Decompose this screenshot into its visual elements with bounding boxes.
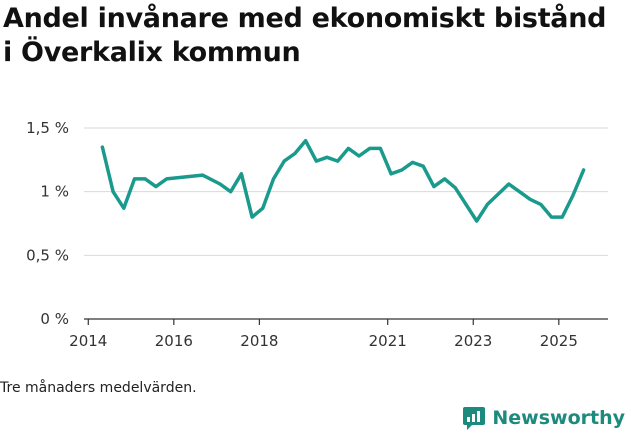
data-point bbox=[250, 215, 254, 219]
data-point bbox=[122, 206, 126, 210]
chart-title: Andel invånare med ekonomiskt bistånd i … bbox=[3, 3, 607, 68]
x-tick-label: 2023 bbox=[454, 332, 492, 350]
data-point bbox=[261, 206, 265, 210]
data-point bbox=[346, 146, 350, 150]
data-point bbox=[518, 190, 521, 194]
data-point bbox=[560, 215, 564, 219]
data-point bbox=[111, 190, 115, 194]
grid-lines bbox=[84, 127, 608, 256]
brand-logo[interactable]: Newsworthy bbox=[462, 403, 625, 433]
data-point bbox=[475, 219, 479, 223]
data-point bbox=[432, 185, 436, 189]
data-point bbox=[550, 215, 553, 219]
data-point bbox=[100, 145, 104, 149]
data-point bbox=[133, 177, 136, 181]
data-point bbox=[389, 172, 393, 176]
data-point bbox=[582, 168, 586, 172]
series-line bbox=[100, 138, 586, 223]
data-point bbox=[175, 176, 179, 180]
data-point bbox=[368, 146, 372, 150]
data-point bbox=[304, 139, 308, 143]
data-point bbox=[400, 168, 404, 172]
data-point bbox=[165, 177, 169, 181]
footnote: Tre månaders medelvärden. bbox=[0, 380, 197, 396]
data-point bbox=[325, 155, 329, 159]
data-point bbox=[378, 146, 382, 150]
data-point bbox=[571, 194, 575, 197]
data-point bbox=[201, 173, 204, 177]
data-point bbox=[539, 202, 543, 206]
data-point bbox=[143, 177, 147, 181]
x-tick-label: 2021 bbox=[369, 332, 407, 350]
data-point bbox=[154, 185, 158, 189]
data-point bbox=[507, 182, 511, 186]
brand-name: Newsworthy bbox=[492, 407, 625, 429]
data-point bbox=[528, 197, 532, 201]
data-point bbox=[229, 190, 233, 194]
x-tick-label: 2016 bbox=[155, 332, 193, 350]
data-point bbox=[272, 177, 275, 181]
series-layer bbox=[100, 138, 586, 223]
data-point bbox=[485, 202, 489, 206]
x-tick-label: 2014 bbox=[69, 332, 107, 350]
y-tick-label: 0,5 % bbox=[26, 246, 69, 264]
data-point bbox=[218, 182, 222, 186]
data-point bbox=[443, 177, 447, 181]
bar-chart-logo-icon bbox=[463, 407, 486, 430]
data-point bbox=[453, 186, 457, 190]
data-point bbox=[314, 159, 318, 163]
data-point bbox=[282, 159, 286, 163]
y-tick-label: 1 % bbox=[40, 183, 69, 201]
y-tick-label: 1,5 % bbox=[26, 119, 69, 137]
x-tick-label: 2025 bbox=[540, 332, 578, 350]
data-point bbox=[464, 202, 468, 206]
y-axis-tick-labels: 0 % 0,5 % 1 % 1,5 % bbox=[26, 119, 69, 328]
data-point bbox=[293, 152, 297, 155]
data-point bbox=[357, 154, 361, 158]
x-tick-label: 2018 bbox=[240, 332, 278, 350]
data-point bbox=[411, 160, 414, 164]
data-point bbox=[239, 172, 243, 176]
data-point bbox=[336, 159, 340, 163]
data-point bbox=[421, 164, 425, 168]
x-axis: 2014 2016 2018 2021 2023 2025 bbox=[69, 318, 608, 350]
y-tick-label: 0 % bbox=[40, 310, 69, 328]
